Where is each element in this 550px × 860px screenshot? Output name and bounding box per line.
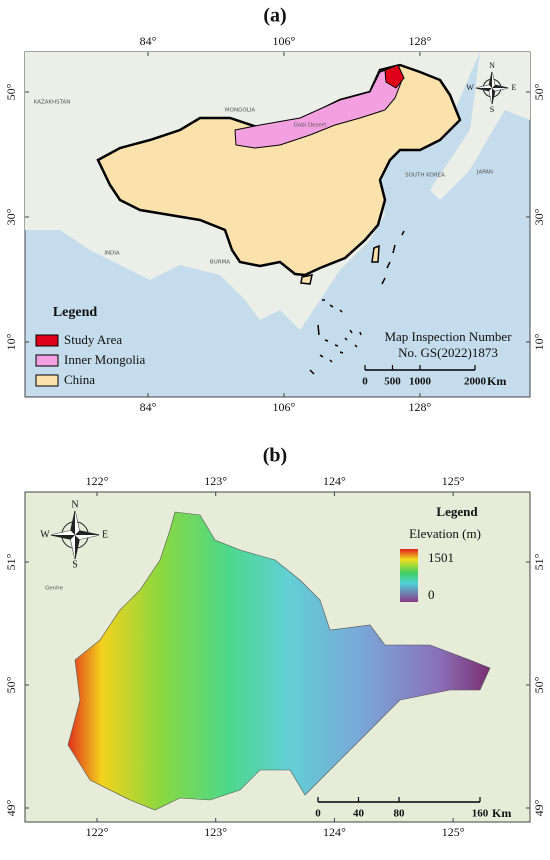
- place-label: Genhe: [45, 586, 64, 592]
- scale-label: 40: [353, 808, 365, 820]
- legend-swatch: [35, 334, 59, 347]
- legend-swatch: [35, 354, 59, 367]
- panel-label: (b): [263, 445, 287, 467]
- legend-swatch: [35, 374, 59, 387]
- place-label: Gobi Desert: [294, 123, 328, 129]
- lon-label: 84°: [140, 34, 157, 48]
- place-label: BURMA: [210, 260, 230, 266]
- hainan: [300, 274, 313, 285]
- note: Map Inspection Number: [384, 329, 512, 344]
- scale-unit: Km: [492, 806, 511, 820]
- legend-item: China: [64, 372, 95, 387]
- inner-mongolia: [234, 65, 403, 149]
- lon-label: 123°: [204, 825, 227, 839]
- colorbar: [400, 549, 418, 602]
- taiwan: [371, 244, 380, 263]
- place-label: SOUTH KOREA: [405, 173, 445, 179]
- lon-label: 122°: [86, 474, 109, 488]
- compass-letter: S: [72, 559, 78, 570]
- compass-letter: N: [71, 499, 78, 510]
- legend-title: Legend: [436, 504, 478, 519]
- lat-label: 30°: [532, 208, 546, 225]
- place-label: MONGOLIA: [225, 108, 255, 114]
- scale-label: 1000: [409, 376, 432, 388]
- lat-label: 50°: [4, 676, 18, 693]
- compass-letter: N: [489, 61, 495, 70]
- study-area-dem: [67, 511, 491, 811]
- place-label: KAZAKHSTAN: [34, 100, 71, 106]
- lon-label: 125°: [442, 825, 465, 839]
- study-area: [384, 64, 405, 89]
- lon-label: 125°: [442, 474, 465, 488]
- lat-label: 51°: [532, 553, 546, 570]
- scale-label: 2000: [464, 376, 487, 388]
- lat-label: 10°: [4, 333, 18, 350]
- compass-letter: W: [466, 83, 474, 92]
- scale-label: 160: [472, 808, 489, 820]
- lat-label: 51°: [4, 553, 18, 570]
- colorbar-max: 1501: [428, 550, 454, 565]
- scale-label: 0: [315, 808, 321, 820]
- note: No. GS(2022)1873: [398, 345, 498, 360]
- colorbar-min: 0: [428, 587, 435, 602]
- lon-label: 128°: [409, 400, 432, 414]
- legend-subtitle: Elevation (m): [409, 526, 481, 541]
- lat-label: 49°: [4, 799, 18, 816]
- compass-letter: E: [102, 529, 108, 540]
- lat-label: 30°: [4, 208, 18, 225]
- lon-label: 106°: [273, 34, 296, 48]
- place-label: INDIA: [104, 251, 120, 257]
- islands: [309, 230, 405, 375]
- lat-label: 50°: [4, 83, 18, 100]
- lon-label: 124°: [323, 825, 346, 839]
- legend-title: Legend: [53, 305, 98, 320]
- place-label: JAPAN: [476, 170, 493, 176]
- scale-unit: Km: [487, 374, 506, 388]
- compass-letter: W: [40, 529, 50, 540]
- scale-label: 80: [394, 808, 406, 820]
- lat-label: 50°: [532, 83, 546, 100]
- lat-label: 49°: [532, 799, 546, 816]
- scale-label: 500: [384, 376, 401, 388]
- compass-letter: E: [512, 83, 517, 92]
- lon-label: 128°: [409, 34, 432, 48]
- legend-item: Inner Mongolia: [64, 352, 145, 367]
- compass-letter: S: [490, 105, 494, 114]
- lat-label: 10°: [532, 333, 546, 350]
- legend: Legend Study Area Inner Mongolia China: [35, 305, 145, 387]
- lon-label: 106°: [273, 400, 296, 414]
- lon-label: 84°: [140, 400, 157, 414]
- lat-label: 50°: [532, 676, 546, 693]
- lon-label: 122°: [86, 825, 109, 839]
- lon-label: 124°: [323, 474, 346, 488]
- scale-label: 0: [362, 376, 368, 388]
- legend-item: Study Area: [64, 332, 122, 347]
- lon-label: 123°: [204, 474, 227, 488]
- panel-label: (a): [263, 5, 286, 27]
- compass-star: [51, 511, 99, 559]
- compass-star: [476, 72, 508, 104]
